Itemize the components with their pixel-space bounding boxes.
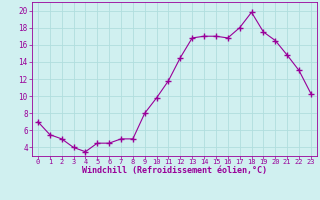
X-axis label: Windchill (Refroidissement éolien,°C): Windchill (Refroidissement éolien,°C) (82, 166, 267, 175)
